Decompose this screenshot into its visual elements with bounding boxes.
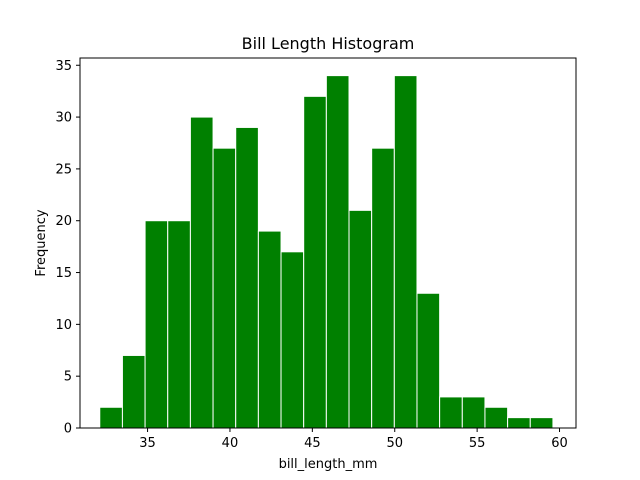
x-tick-label: 45 [304,436,321,451]
histogram-bar [461,396,486,429]
y-tick-label: 0 [64,422,72,437]
x-tick-label: 40 [222,436,239,451]
histogram-bar [121,354,146,429]
histogram-bar [416,292,441,429]
histogram-bar [507,417,531,429]
plot-frame [79,57,577,429]
histogram-bar [393,75,418,429]
histogram-bar [439,396,463,429]
y-axis-ticks: 0 5 10 15 20 25 30 35 [55,59,80,437]
y-tick-label: 20 [55,214,72,229]
histogram-bar [280,251,305,429]
histogram-bar [348,209,373,429]
histogram-bar [99,406,123,429]
histogram-bar [235,126,259,429]
chart-title: Bill Length Histogram [242,34,415,53]
histogram-bar [144,220,169,429]
y-tick-label: 15 [55,266,72,281]
histogram-bar [212,147,237,429]
x-tick-label: 50 [386,436,403,451]
bars-group [99,75,554,429]
histogram-bar [189,116,214,429]
y-tick-label: 30 [55,111,72,126]
histogram-bar [257,230,282,429]
y-tick-label: 10 [55,318,72,333]
histogram-bar [167,220,191,429]
histogram-bar [484,406,509,429]
x-tick-label: 60 [551,436,568,451]
x-axis-ticks: 35 40 45 50 55 60 [139,428,568,451]
histogram-bar [303,95,327,429]
y-tick-label: 5 [64,370,72,385]
x-tick-label: 35 [139,436,156,451]
x-tick-label: 55 [469,436,486,451]
y-axis-label: Frequency [34,209,49,276]
y-tick-label: 35 [55,59,72,74]
x-axis-label: bill_length_mm [279,457,378,472]
histogram-bar [529,417,554,429]
y-tick-label: 25 [55,162,72,177]
histogram-bar [371,147,395,429]
histogram-bar [325,75,350,429]
